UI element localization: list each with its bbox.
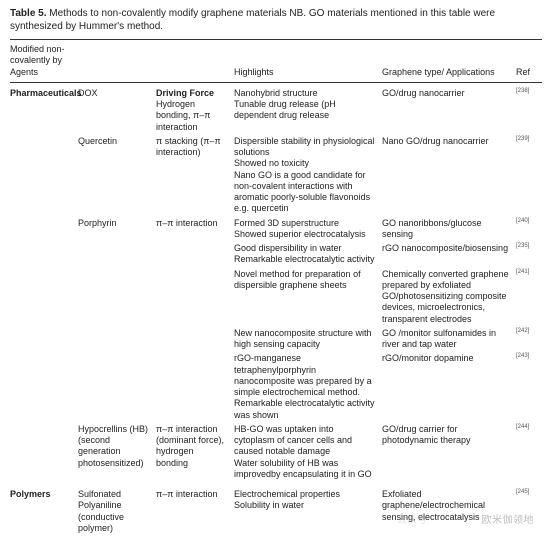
highlight-cell: Novel method for preparation of dispersi…	[234, 269, 382, 292]
caption-text: Methods to non-covalently modify graphen…	[10, 8, 495, 32]
app-cell: GO/drug nanocarrier	[382, 88, 516, 99]
header-modified: Modified non-covalently by Agents	[10, 44, 78, 78]
highlight-cell: Dispersible stability in physiological s…	[234, 136, 382, 215]
table-row: Quercetinπ stacking (π–π interaction)Dis…	[10, 133, 542, 215]
highlight-cell: Nanohybrid structureTunable drug release…	[234, 88, 382, 122]
app-cell: Nano GO/drug nanocarrier	[382, 136, 516, 147]
caption-label: Table 5.	[10, 8, 47, 19]
table-row: PharmaceuticalsDOXDriving ForceHydrogen …	[10, 85, 542, 133]
ref-cell: [238]	[516, 88, 542, 96]
header-highlights: Highlights	[234, 67, 382, 78]
highlight-cell: HB-GO was uptaken into cytoplasm of canc…	[234, 424, 382, 480]
table-caption: Table 5. Methods to non-covalently modif…	[10, 8, 542, 33]
table-body: PharmaceuticalsDOXDriving ForceHydrogen …	[10, 83, 542, 537]
force-cell: π–π interaction	[156, 218, 234, 229]
app-cell: GO /monitor sulfonamides in river and ta…	[382, 328, 516, 351]
app-cell: Chemically converted graphene prepared b…	[382, 269, 516, 325]
force-cell: π–π interaction	[156, 489, 234, 500]
ref-cell: [243]	[516, 353, 542, 361]
highlight-cell: Good dispersibility in waterRemarkable e…	[234, 243, 382, 266]
app-cell: GO nanoribbons/glucose sensing	[382, 218, 516, 241]
highlight-cell: Formed 3D superstructureShowed superior …	[234, 218, 382, 241]
subagent-cell: Porphyrin	[78, 218, 156, 229]
ref-cell: [241]	[516, 269, 542, 277]
table-header-row: Modified non-covalently by Agents Highli…	[10, 40, 542, 83]
ref-cell: [242]	[516, 328, 542, 336]
app-cell: rGO/monitor dopamine	[382, 353, 516, 364]
ref-cell: [235]	[516, 243, 542, 251]
subagent-cell: Quercetin	[78, 136, 156, 147]
subagent-cell: Sulfonated Polyaniline (conductive polym…	[78, 489, 156, 534]
highlight-cell: New nanocomposite structure with high se…	[234, 328, 382, 351]
table-container: Table 5. Methods to non-covalently modif…	[0, 0, 552, 537]
table-rules: Modified non-covalently by Agents Highli…	[10, 39, 542, 537]
force-cell: π stacking (π–π interaction)	[156, 136, 234, 159]
ref-cell: [240]	[516, 218, 542, 226]
app-cell: GO/drug carrier for photodynamic therapy	[382, 424, 516, 447]
highlight-cell: Electrochemical propertiesSolubility in …	[234, 489, 382, 512]
table-row: Hypocrellins (HB)(second generation phot…	[10, 421, 542, 480]
ref-cell: [244]	[516, 424, 542, 432]
header-ref: Ref	[516, 67, 542, 78]
category-cell: Pharmaceuticals	[10, 88, 78, 99]
ref-cell: [239]	[516, 136, 542, 144]
table-row: rGO-manganese tetraphenylporphyrin nanoc…	[10, 350, 542, 421]
ref-cell: [245]	[516, 489, 542, 497]
subagent-cell: Hypocrellins (HB)(second generation phot…	[78, 424, 156, 469]
table-row: PolymersSulfonated Polyaniline (conducti…	[10, 486, 542, 534]
subagent-cell: DOX	[78, 88, 156, 99]
table-row: Good dispersibility in waterRemarkable e…	[10, 240, 542, 266]
app-cell: Exfoliated graphene/electrochemical sens…	[382, 489, 516, 523]
header-app: Graphene type/ Applications	[382, 67, 516, 78]
category-cell: Polymers	[10, 489, 78, 500]
table-row: Porphyrinπ–π interactionFormed 3D supers…	[10, 215, 542, 241]
table-row: Novel method for preparation of dispersi…	[10, 266, 542, 325]
force-cell: π–π interaction (dominant force), hydrog…	[156, 424, 234, 469]
highlight-cell: rGO-manganese tetraphenylporphyrin nanoc…	[234, 353, 382, 421]
table-row: New nanocomposite structure with high se…	[10, 325, 542, 351]
app-cell: rGO nanocomposite/biosensing	[382, 243, 516, 254]
force-cell: Driving ForceHydrogen bonding, π–π inter…	[156, 88, 234, 133]
